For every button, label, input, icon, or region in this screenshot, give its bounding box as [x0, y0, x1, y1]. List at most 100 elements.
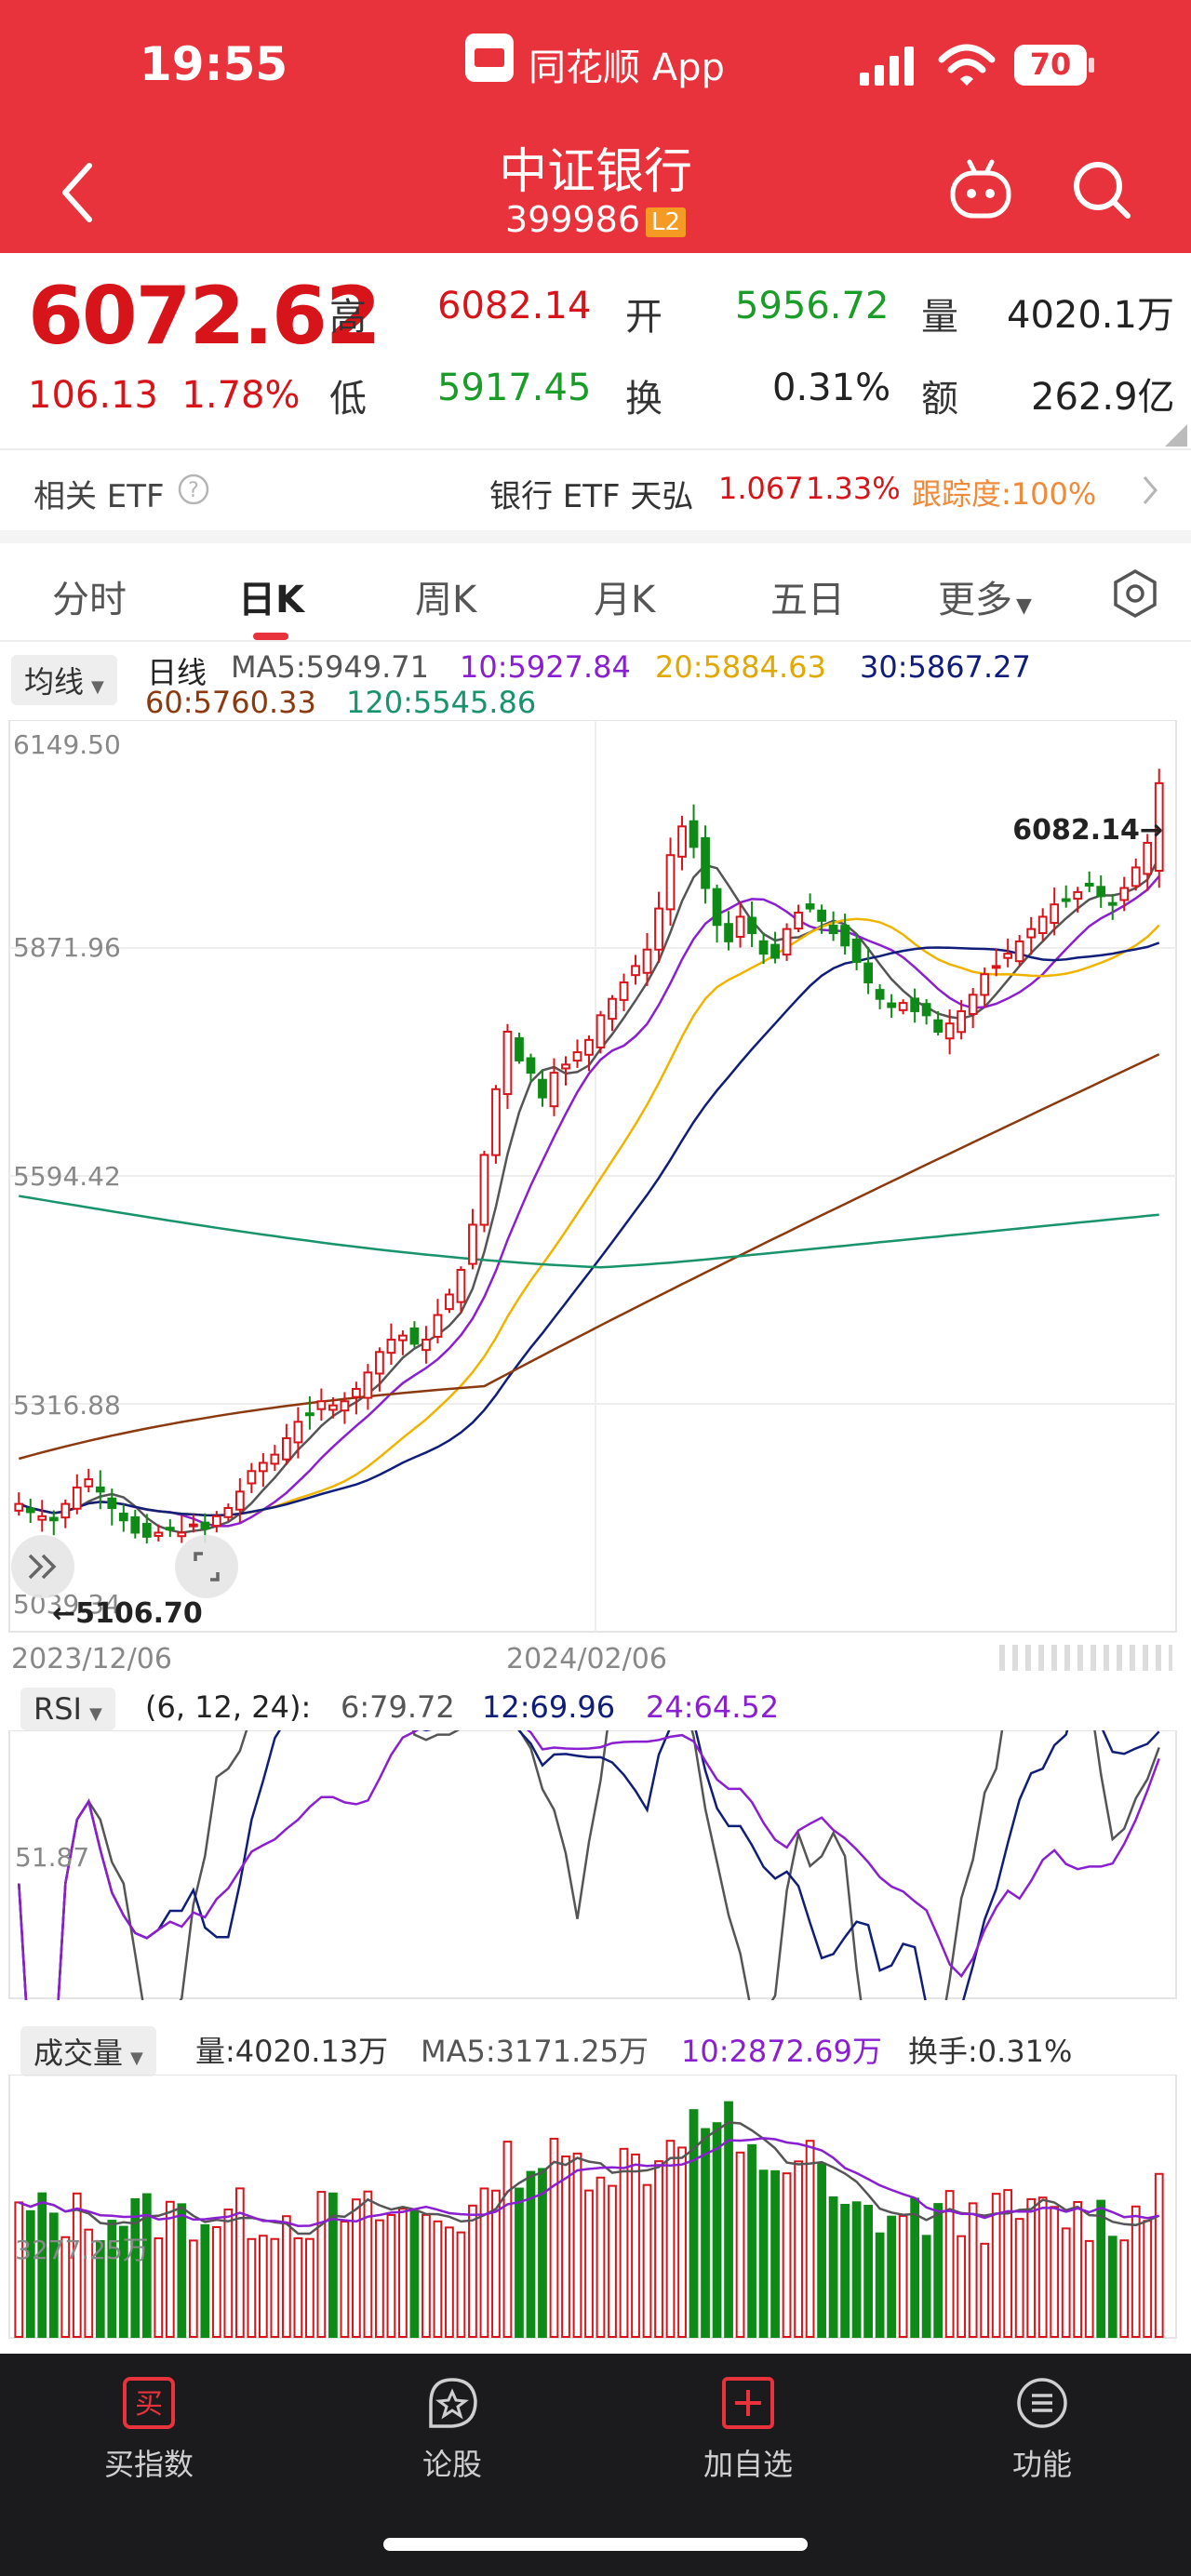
ma30-line: [18, 941, 1160, 1517]
candle-body: [72, 1486, 82, 1510]
kline-chart-panel[interactable]: 均线 ▼ 日线 MA5:5949.71 10:5927.84 20:5884.63…: [0, 642, 1191, 1675]
candle-body: [107, 1497, 117, 1510]
candles: [14, 768, 1164, 1544]
candle-body: [1143, 841, 1153, 875]
tab-five-day[interactable]: 五日: [770, 579, 845, 621]
candle-body: [223, 1507, 234, 1518]
settings-hexagon-icon[interactable]: [1109, 567, 1161, 620]
volume-bar: [363, 2190, 373, 2338]
candle-body: [479, 1154, 489, 1226]
volume-bar: [944, 2190, 955, 2338]
turnover-value: 0.31%: [772, 367, 891, 409]
help-icon[interactable]: ?: [177, 473, 210, 506]
candle-body: [1003, 953, 1013, 959]
nav-discuss[interactable]: 论股: [378, 2376, 527, 2484]
y-label-top: 6149.50: [13, 729, 121, 760]
rsi12-line: [18, 1730, 1160, 2000]
legend-ma120: 120:5545.86: [346, 685, 537, 720]
volume-bar: [887, 2215, 897, 2338]
status-app-name[interactable]: 同花顺 App: [529, 47, 725, 89]
candle-body: [631, 965, 640, 977]
candle-body: [118, 1513, 128, 1522]
discuss-star-icon: [429, 2378, 477, 2428]
volume-bar: [805, 2140, 815, 2338]
volume-bar: [422, 2213, 431, 2338]
candle-body: [957, 1009, 967, 1034]
volume-bar: [118, 2225, 128, 2338]
back-arrow-icon[interactable]: [58, 160, 95, 225]
candle-body: [25, 1507, 35, 1514]
volume-bar: [584, 2189, 594, 2339]
rsi-selector[interactable]: RSI ▼: [20, 1688, 115, 1730]
candle-body: [921, 1003, 931, 1017]
y-label-4: 5316.88: [13, 1390, 121, 1421]
tab-daily-k[interactable]: 日K: [238, 579, 304, 621]
tab-intraday[interactable]: 分时: [52, 579, 127, 621]
kline-frame: [8, 720, 1177, 1633]
volume-bar: [352, 2198, 361, 2338]
candle-body: [398, 1334, 408, 1341]
nav-discuss-label: 论股: [422, 2447, 482, 2482]
candle-body: [165, 1527, 175, 1531]
volume-panel[interactable]: 成交量 ▼ 量:4020.13万 MA5:3171.25万 10:2872.69万…: [0, 2009, 1191, 2340]
ma-selector[interactable]: 均线 ▼: [11, 655, 117, 705]
level-tag: L2: [646, 207, 687, 237]
candle-body: [515, 1037, 524, 1061]
robot-assistant-icon[interactable]: [947, 158, 1014, 221]
kline-canvas[interactable]: 6149.50 5871.96 5594.42 5316.88 5039.34 …: [0, 720, 1191, 1647]
tab-weekly-k[interactable]: 周K: [415, 579, 477, 621]
volume-bar: [724, 2101, 733, 2338]
candle-body: [502, 1031, 513, 1096]
volume-selector[interactable]: 成交量 ▼: [20, 2026, 156, 2076]
volume-bar: [782, 2172, 792, 2338]
volume-label: 量: [921, 296, 958, 339]
volume-bar: [980, 2242, 990, 2338]
candle-body: [654, 907, 663, 951]
nav-buy-index[interactable]: 买 买指数: [74, 2376, 223, 2484]
rsi-canvas: 51.87: [8, 1730, 1177, 2000]
volume-bar: [1061, 2227, 1071, 2338]
candle-body: [944, 1022, 955, 1040]
quote-panel: 6072.62 106.13 1.78% 高 6082.14 低 5917.45…: [0, 253, 1191, 448]
scroll-indicator[interactable]: [999, 1645, 1172, 1671]
volume-bar: [479, 2187, 489, 2338]
rsi-panel[interactable]: RSI ▼ (6, 12, 24): 6:79.72 12:69.96 24:64…: [0, 1684, 1191, 2000]
volume-bar: [735, 2151, 745, 2338]
candle-body: [1096, 886, 1106, 898]
volume-bar: [386, 2213, 396, 2338]
tab-monthly-k[interactable]: 月K: [594, 579, 656, 621]
related-etf-row[interactable]: 相关 ETF ? 银行 ETF 天弘 1.067 1.33% 跟踪度:100%: [0, 450, 1191, 530]
corner-expand-icon[interactable]: [1165, 424, 1187, 447]
volume-bar: [631, 2153, 640, 2339]
expand-left-button[interactable]: [11, 1535, 74, 1598]
tab-more[interactable]: 更多 ▼: [938, 569, 1032, 623]
volume-ma-lines: [18, 2121, 1160, 2236]
nav-functions[interactable]: 功能: [968, 2376, 1117, 2484]
legend-ma10: 10:5927.84: [460, 649, 631, 685]
nav-functions-label: 功能: [1011, 2447, 1072, 2482]
nav-add-watchlist[interactable]: 加自选: [674, 2376, 823, 2484]
volume-bar: [107, 2220, 117, 2338]
rsi-frame: [8, 1730, 1177, 1999]
candle-body: [910, 997, 920, 1012]
home-indicator[interactable]: [383, 2538, 808, 2551]
rsi-24: 24:64.52: [646, 1689, 780, 1725]
volume-bar: [910, 2197, 920, 2338]
candle-body: [712, 888, 722, 927]
candle-body: [561, 1063, 570, 1070]
volume-bar: [1096, 2199, 1106, 2338]
volume-bar: [642, 2183, 652, 2339]
volume-bar: [130, 2197, 141, 2338]
volume-bar: [840, 2203, 850, 2338]
fullscreen-button[interactable]: [175, 1535, 238, 1598]
volume-bar: [25, 2209, 35, 2338]
volume-bar: [1003, 2189, 1013, 2339]
volume-turnover: 换手:0.31%: [908, 2034, 1073, 2069]
etf-name[interactable]: 银行 ETF 天弘: [489, 478, 694, 515]
open-label: 开: [625, 296, 662, 339]
volume-bar: [712, 2122, 722, 2339]
volume-bar: [340, 2221, 350, 2339]
volume-bar: [957, 2235, 967, 2338]
volume-bar: [1119, 2239, 1130, 2338]
search-icon[interactable]: [1070, 158, 1133, 221]
